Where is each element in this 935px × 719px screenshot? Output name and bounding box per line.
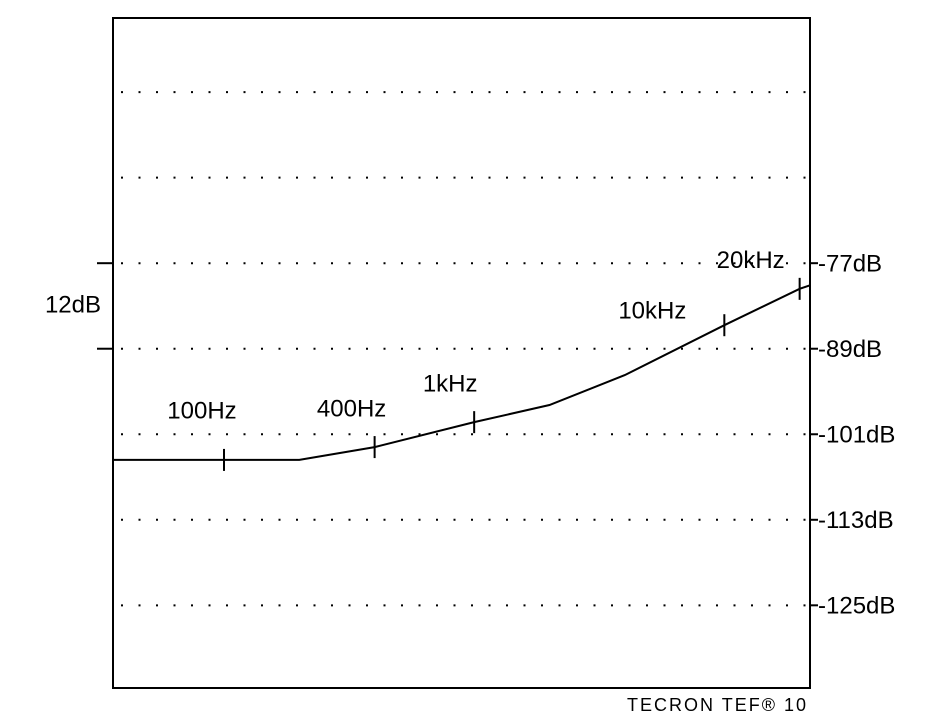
plot-frame	[112, 17, 811, 689]
y-tick-label: -125dB	[818, 593, 895, 620]
y-tick-label: -77dB	[818, 251, 882, 278]
y-tick-label: -89dB	[818, 336, 882, 363]
y-tick-label: -113dB	[818, 507, 894, 534]
marker-label: 100Hz	[167, 397, 236, 424]
marker-label: 20kHz	[717, 247, 785, 274]
scale-label: 12dB	[45, 291, 101, 318]
response-curve	[113, 284, 811, 461]
y-tick-label: -101dB	[818, 422, 895, 449]
marker-label: 1kHz	[423, 370, 478, 397]
marker-label: 10kHz	[618, 298, 686, 325]
marker-label: 400Hz	[317, 395, 386, 422]
footer: TECRON TEF® 10	[627, 695, 808, 715]
